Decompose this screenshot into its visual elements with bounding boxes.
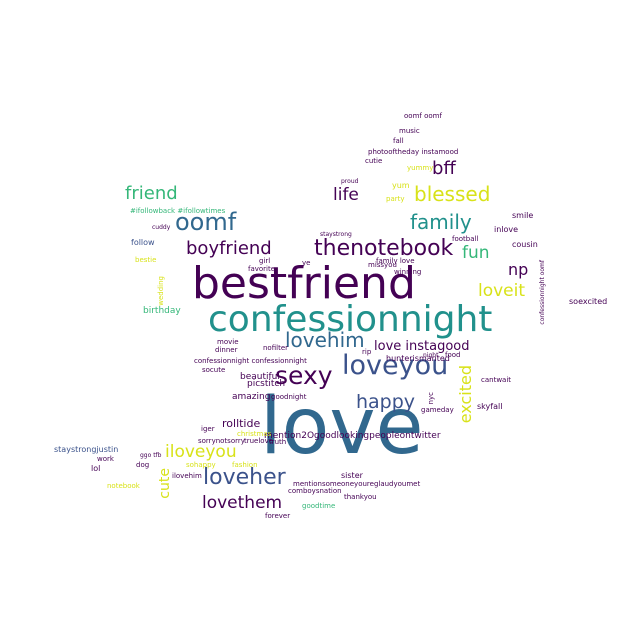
word-truth: truth [269, 438, 287, 446]
word-picstitch: picstitch [247, 379, 286, 389]
word-nyc: nyc [427, 392, 435, 405]
word-friend: friend [125, 183, 178, 204]
word-boyfriend: boyfriend [186, 238, 272, 259]
word-smile: smile [512, 211, 534, 220]
word-iger: iger [201, 425, 215, 433]
word-food: food [445, 351, 461, 359]
word-soexcited: soexcited [569, 297, 608, 306]
word-rolltide: rolltide [222, 417, 261, 430]
word-bff: bff [432, 158, 456, 179]
word-photooftheday: photooftheday instamood [368, 148, 459, 156]
word-favorite: favorite [248, 265, 276, 273]
word-iloveyou: iloveyou [165, 442, 237, 462]
word-ye: ye [302, 259, 311, 267]
word-love-instagood: love instagood [374, 339, 470, 354]
word-inlove: inlove [494, 225, 519, 234]
word-sorrynotsorry: sorrynotsorry [198, 437, 245, 445]
word-oomf-oomf: oomf oomf [404, 112, 442, 120]
word-loveher: loveher [203, 465, 286, 490]
word-ggo-tfb: ggo tfb [140, 452, 162, 459]
word-fall: fall [393, 137, 404, 145]
word-thankyou: thankyou [344, 493, 377, 501]
word-movie: movie [217, 338, 239, 346]
word-amazing: amazing [232, 392, 271, 402]
word-cantwait: cantwait [481, 376, 512, 384]
word-family-love: family love [376, 257, 415, 265]
word-rip: rip [362, 348, 372, 356]
word-girl: girl [259, 257, 271, 265]
word-loveit: loveit [478, 281, 526, 301]
word-confessionnight: confessionnight [208, 299, 493, 340]
word-goodtime: goodtime [302, 502, 336, 510]
word-comboysnation: comboysnation [288, 487, 342, 495]
word-bestfriend: bestfriend [192, 258, 416, 309]
word-cousin: cousin [512, 240, 538, 249]
word-lovethem: lovethem [202, 493, 283, 513]
word-proud: proud [341, 178, 359, 185]
word-thenotebook: thenotebook [314, 236, 454, 261]
word-hunterismanted: hunterismanted [386, 354, 450, 363]
word-yummy: yummy [407, 164, 434, 172]
word-confession-v: confessionnight oomf [539, 260, 546, 325]
word-confessionnight-pair: confessionnight confessionnight [194, 357, 307, 365]
word-fashion: fashion [232, 461, 258, 469]
word-goodnight: goodnight [271, 393, 307, 401]
word-lol: lol [91, 464, 101, 473]
word-winning: winning [394, 268, 422, 276]
word-night: night [423, 352, 439, 359]
word-excited: excited [456, 365, 475, 424]
word-lovehim: lovehim [285, 328, 365, 352]
word-staystrongjustin: staystrongjustin [54, 445, 119, 454]
word-life: life [333, 185, 359, 205]
word-cutie: cutie [365, 157, 383, 165]
word-truelove: truelove [244, 437, 274, 445]
word-christmas: christmas [237, 430, 272, 438]
word-nofilter: nofilter [263, 344, 289, 352]
word-oomf: oomf [175, 208, 237, 236]
word-gameday: gameday [421, 406, 454, 414]
word-notebook: notebook [107, 482, 140, 490]
word-sohappy: sohappy [186, 461, 216, 469]
word-np: np [508, 260, 529, 279]
word-mentionsomeone: mentionsomeoneyoureglaudyoumet [293, 480, 421, 488]
word-skyfall: skyfall [477, 402, 503, 411]
word-bestie: bestie [135, 256, 157, 264]
word-ilovehim: ilovehim [172, 472, 202, 480]
word-wedding: wedding [157, 276, 165, 306]
word-mention2good: mention2Ogoodlookingpeopleontwitter [264, 431, 441, 441]
word-yum: yum [392, 181, 410, 190]
word-party: party [386, 195, 405, 203]
word-missyou: missyou [368, 261, 397, 269]
word-birthday: birthday [143, 306, 181, 316]
word-forever: forever [265, 512, 291, 520]
word-cute: cute [157, 468, 173, 499]
word-fun: fun [462, 243, 490, 263]
word-dinner: dinner [215, 346, 238, 354]
word-football: football [452, 235, 479, 243]
word-sister: sister [341, 471, 363, 480]
word-blessed: blessed [414, 182, 491, 206]
word-follow: follow [131, 238, 155, 247]
word-work: work [97, 455, 114, 463]
word-happy: happy [356, 391, 416, 413]
word-beautiful: beautiful [240, 372, 280, 382]
word-socute: socute [202, 366, 226, 374]
word-music: music [399, 127, 420, 135]
word-follow4follow: #ifollowback #ifollowtimes [130, 207, 226, 215]
word-cuddy: cuddy [152, 224, 171, 231]
word-loveyou: loveyou [342, 350, 449, 381]
word-sexy: sexy [275, 361, 333, 390]
word-dog: dog [136, 461, 150, 469]
word-love: love [260, 382, 424, 472]
word-family: family [410, 210, 472, 234]
word-staystrong: staystrong [320, 231, 352, 238]
